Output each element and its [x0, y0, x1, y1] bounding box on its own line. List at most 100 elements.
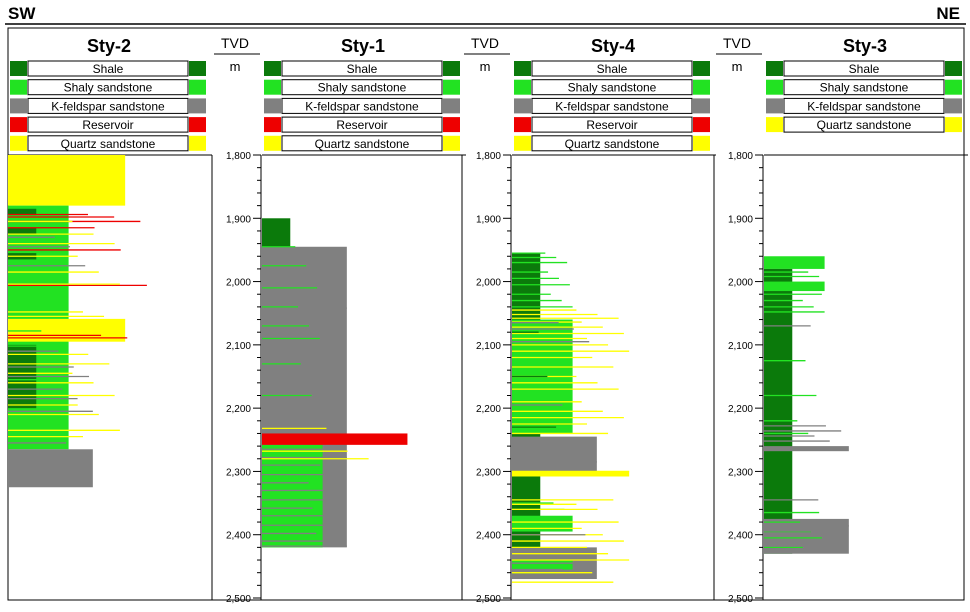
- legend-label-quartz: Quartz sandstone: [315, 137, 410, 151]
- tvd-tick-label: 1,800: [226, 151, 251, 162]
- lithology-interval-shaly: [512, 515, 573, 532]
- legend-box-reservoir: [27, 116, 189, 133]
- tvd-tick-label: 2,300: [728, 467, 753, 478]
- legend-box-shaly: [27, 79, 189, 96]
- legend-swatch-right-shaly: [693, 79, 710, 95]
- lithology-interval-quartz: [8, 155, 126, 206]
- tvd-tick-label: 2,300: [226, 467, 251, 478]
- legend-swatch-right-kfeld: [443, 98, 460, 114]
- legend-label-shale: Shale: [93, 62, 124, 76]
- tvd-tick-label: 2,100: [728, 341, 753, 352]
- lithology-interval-shaly: [764, 256, 825, 269]
- legend-label-reservoir: Reservoir: [586, 118, 637, 132]
- legend-label-reservoir: Reservoir: [336, 118, 387, 132]
- legend-swatch-right-kfeld: [945, 98, 962, 114]
- legend-swatch-right-shale: [189, 61, 206, 76]
- legend-box-quartz: [783, 116, 945, 133]
- legend-box-kfeld: [531, 97, 693, 114]
- tvd-tick-label: 2,500: [226, 594, 251, 605]
- legend-label-quartz: Quartz sandstone: [61, 137, 156, 151]
- tvd-unit-3: m: [732, 59, 743, 74]
- tvd-unit-1: m: [230, 59, 241, 74]
- lithology-interval-kfeld: [512, 436, 597, 472]
- tvd-tick-label: 2,400: [476, 531, 501, 542]
- legend-box-quartz: [27, 135, 189, 152]
- legend-label-shaly: Shaly sandstone: [318, 81, 407, 95]
- legend-box-shaly: [281, 79, 443, 96]
- legend-swatch-right-reservoir: [693, 117, 710, 133]
- legend-swatch-right-shale: [693, 61, 710, 76]
- legend-box-quartz: [281, 135, 443, 152]
- legend-box-shale: [531, 60, 693, 77]
- legend-box-shale: [27, 60, 189, 77]
- legend-swatch-left-kfeld: [264, 98, 281, 114]
- legend-swatch-left-shaly: [514, 79, 531, 95]
- legend-swatch-left-shaly: [264, 79, 281, 95]
- legend-swatch-right-quartz: [443, 135, 460, 151]
- well-title-sty-1: Sty-1: [341, 36, 385, 56]
- tvd-tick-label: 2,200: [476, 404, 501, 415]
- lithology-interval-shaly: [262, 444, 323, 548]
- tvd-unit-2: m: [480, 59, 491, 74]
- tvd-tick-label: 2,000: [226, 278, 251, 289]
- tvd-tick-label: 2,200: [226, 404, 251, 415]
- legend-label-kfeld: K-feldspar sandstone: [555, 99, 669, 113]
- legend-swatch-right-shaly: [945, 79, 962, 95]
- tvd-title-1: TVD: [221, 35, 249, 51]
- legend-label-quartz: Quartz sandstone: [817, 118, 912, 132]
- legend-swatch-left-shale: [766, 61, 783, 76]
- legend-swatch-left-quartz: [264, 135, 281, 151]
- legend-box-shale: [281, 60, 443, 77]
- legend-label-shale: Shale: [849, 62, 880, 76]
- lithology-interval-shale: [764, 268, 793, 554]
- legend-box-kfeld: [783, 97, 945, 114]
- legend-swatch-left-kfeld: [10, 98, 27, 114]
- tvd-tick-label: 2,000: [728, 278, 753, 289]
- tvd-tick-label: 1,900: [226, 214, 251, 225]
- tvd-tick-label: 2,500: [728, 594, 753, 605]
- legend-label-kfeld: K-feldspar sandstone: [305, 99, 419, 113]
- well-title-sty-3: Sty-3: [843, 36, 887, 56]
- legend-label-shaly: Shaly sandstone: [568, 81, 657, 95]
- legend-swatch-left-shale: [264, 61, 281, 76]
- legend-swatch-right-shale: [443, 61, 460, 76]
- tvd-tick-label: 2,100: [476, 341, 501, 352]
- legend-swatch-right-kfeld: [693, 98, 710, 114]
- legend-swatch-right-quartz: [189, 135, 206, 151]
- tvd-title-2: TVD: [471, 35, 499, 51]
- legend-box-kfeld: [27, 97, 189, 114]
- lithology-interval-shale: [262, 218, 291, 247]
- lithology-interval-shale: [8, 227, 37, 235]
- tvd-tick-label: 1,900: [728, 214, 753, 225]
- tvd-tick-label: 2,300: [476, 467, 501, 478]
- tvd-tick-label: 2,400: [226, 531, 251, 542]
- legend-box-shaly: [531, 79, 693, 96]
- legend-box-kfeld: [281, 97, 443, 114]
- tvd-tick-label: 1,800: [728, 151, 753, 162]
- legend-swatch-left-shaly: [766, 79, 783, 95]
- lithology-interval-shaly: [512, 560, 573, 570]
- legend-swatch-left-shale: [514, 61, 531, 76]
- tvd-tick-label: 2,400: [728, 531, 753, 542]
- legend-swatch-right-kfeld: [189, 98, 206, 114]
- legend-box-quartz: [531, 135, 693, 152]
- legend-swatch-left-quartz: [514, 135, 531, 151]
- legend-label-shaly: Shaly sandstone: [64, 81, 153, 95]
- tvd-tick-label: 2,100: [226, 341, 251, 352]
- legend-swatch-left-kfeld: [514, 98, 531, 114]
- tvd-tick-label: 2,000: [476, 278, 501, 289]
- legend-label-shale: Shale: [347, 62, 378, 76]
- legend-swatch-left-shaly: [10, 79, 27, 95]
- legend-swatch-left-shale: [10, 61, 27, 76]
- legend-swatch-right-quartz: [693, 135, 710, 151]
- legend-box-shaly: [783, 79, 945, 96]
- legend-label-shale: Shale: [597, 62, 628, 76]
- legend-box-reservoir: [281, 116, 443, 133]
- legend-swatch-right-shaly: [189, 79, 206, 95]
- lithology-interval-quartz: [8, 319, 126, 342]
- legend-swatch-right-reservoir: [189, 117, 206, 133]
- legend-swatch-left-kfeld: [766, 98, 783, 114]
- lithology-interval-shale: [8, 208, 37, 216]
- tvd-tick-label: 1,800: [476, 151, 501, 162]
- legend-label-quartz: Quartz sandstone: [565, 137, 660, 151]
